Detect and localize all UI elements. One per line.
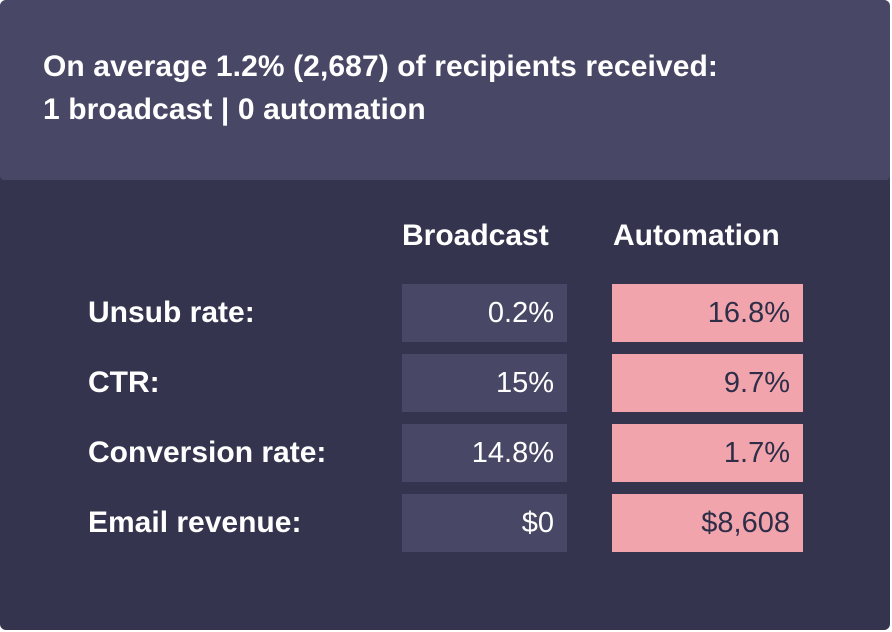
unsub-rate-automation-value: 16.8% [612,284,803,342]
summary-recipients-text: On average 1.2% (2,687) of recipients re… [43,50,719,83]
email-revenue-broadcast-value: $0 [402,494,567,552]
conversion-rate-broadcast-value: 14.8% [402,424,567,482]
unsub-rate-broadcast-value: 0.2% [402,284,567,342]
row-label-unsub-rate: Unsub rate: [88,296,255,329]
row-label-ctr: CTR: [88,366,160,399]
ctr-automation-value: 9.7% [612,354,803,412]
row-label-email-revenue: Email revenue: [88,506,302,539]
column-header-automation: Automation [613,219,780,252]
row-label-conversion-rate: Conversion rate: [88,436,327,469]
email-revenue-automation-value: $8,608 [612,494,803,552]
column-header-broadcast: Broadcast [402,219,549,252]
conversion-rate-automation-value: 1.7% [612,424,803,482]
ctr-broadcast-value: 15% [402,354,567,412]
summary-counts-text: 1 broadcast | 0 automation [43,93,426,126]
tooltip-summary-header: On average 1.2% (2,687) of recipients re… [0,0,890,180]
